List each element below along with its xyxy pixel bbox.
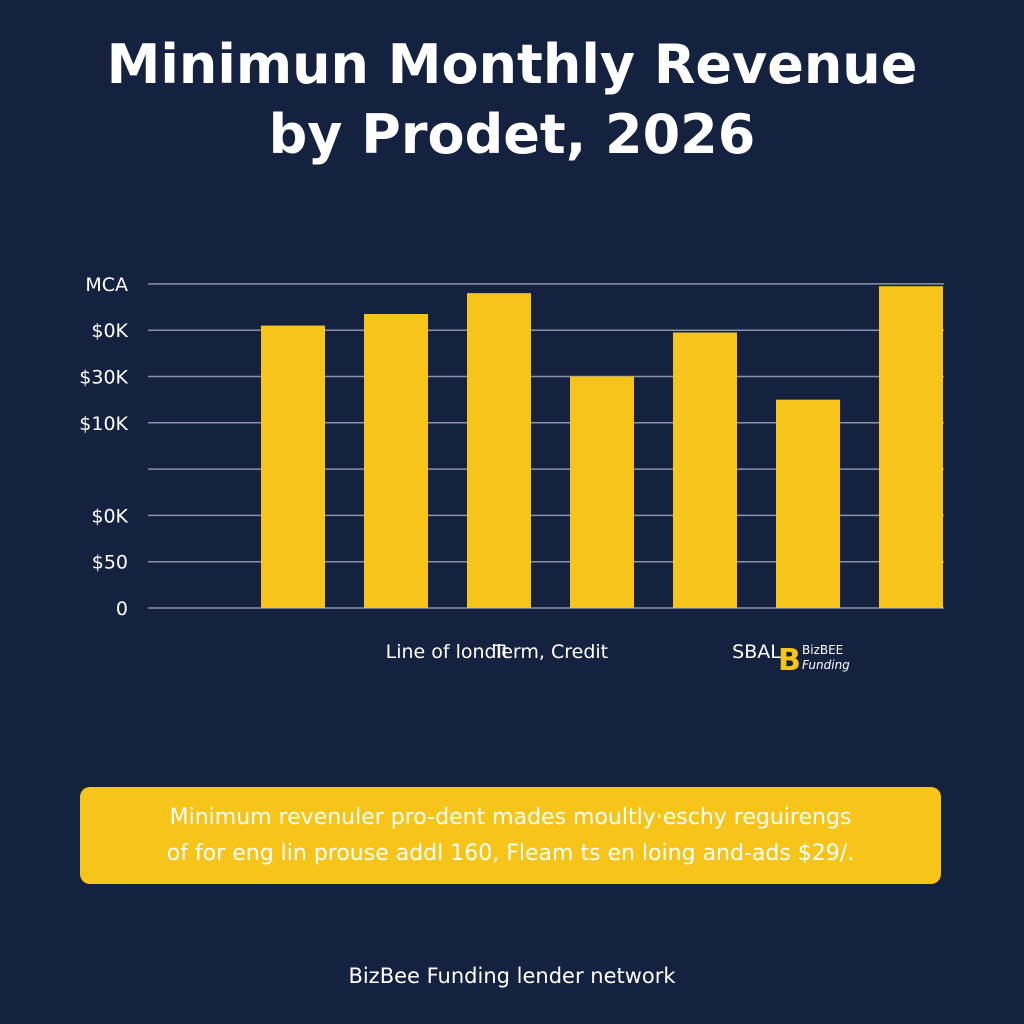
y-tick-label: $30K — [79, 367, 128, 389]
note-banner-line-1: Minimum revenuler pro-dent mades moultly… — [169, 804, 852, 830]
footer-credit: BizBee Funding lender network — [348, 964, 676, 988]
bars — [261, 286, 943, 608]
x-axis-label: Term, Credit — [492, 641, 608, 663]
bar-chart: 0 $50 $0K $10K $30K $0K MCA Line of londitTerm… — [79, 274, 944, 678]
y-tick-label: $0K — [91, 505, 128, 527]
y-tick-label: 0 — [116, 598, 128, 620]
bar — [467, 293, 531, 608]
chart-title-line-2: by Prodet, 2026 — [268, 103, 756, 166]
bar — [673, 332, 737, 608]
logo-text-line-1: BizBEE — [802, 643, 843, 657]
bar — [879, 286, 943, 608]
note-banner-line-2: of for eng lin prouse addl 160, Fleam ts… — [166, 840, 855, 866]
y-tick-label: MCA — [85, 274, 128, 296]
bar — [570, 376, 634, 608]
bar — [261, 325, 325, 608]
logo-text-line-2: Funding — [802, 658, 850, 672]
chart-title: Minimun Monthly Revenue by Prodet, 2026 — [0, 30, 1024, 170]
bar — [364, 313, 428, 608]
y-tick-label: $50 — [92, 552, 128, 574]
note-banner: Minimum revenuler pro-dent mades moultly… — [80, 787, 941, 884]
y-tick-label: $10K — [79, 413, 128, 435]
x-axis-label: SBAL — [732, 641, 781, 663]
x-axis-label: Line of londit — [386, 641, 510, 663]
bee-b-logo-icon: B — [778, 643, 801, 678]
y-axis-tick-labels: 0 $50 $0K $10K $30K $0K MCA — [79, 274, 128, 620]
chart-title-line-1: Minimun Monthly Revenue — [106, 33, 918, 96]
y-tick-label: $0K — [91, 320, 128, 342]
bar — [776, 399, 840, 608]
